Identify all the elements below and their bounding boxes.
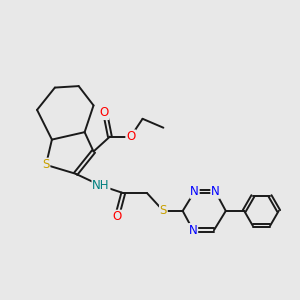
Text: N: N <box>190 185 199 198</box>
Text: N: N <box>189 224 197 237</box>
Text: O: O <box>113 210 122 224</box>
Text: S: S <box>160 204 167 218</box>
Text: NH: NH <box>92 179 110 192</box>
Text: O: O <box>126 130 135 143</box>
Text: N: N <box>211 185 220 198</box>
Text: S: S <box>42 158 50 171</box>
Text: O: O <box>99 106 109 119</box>
